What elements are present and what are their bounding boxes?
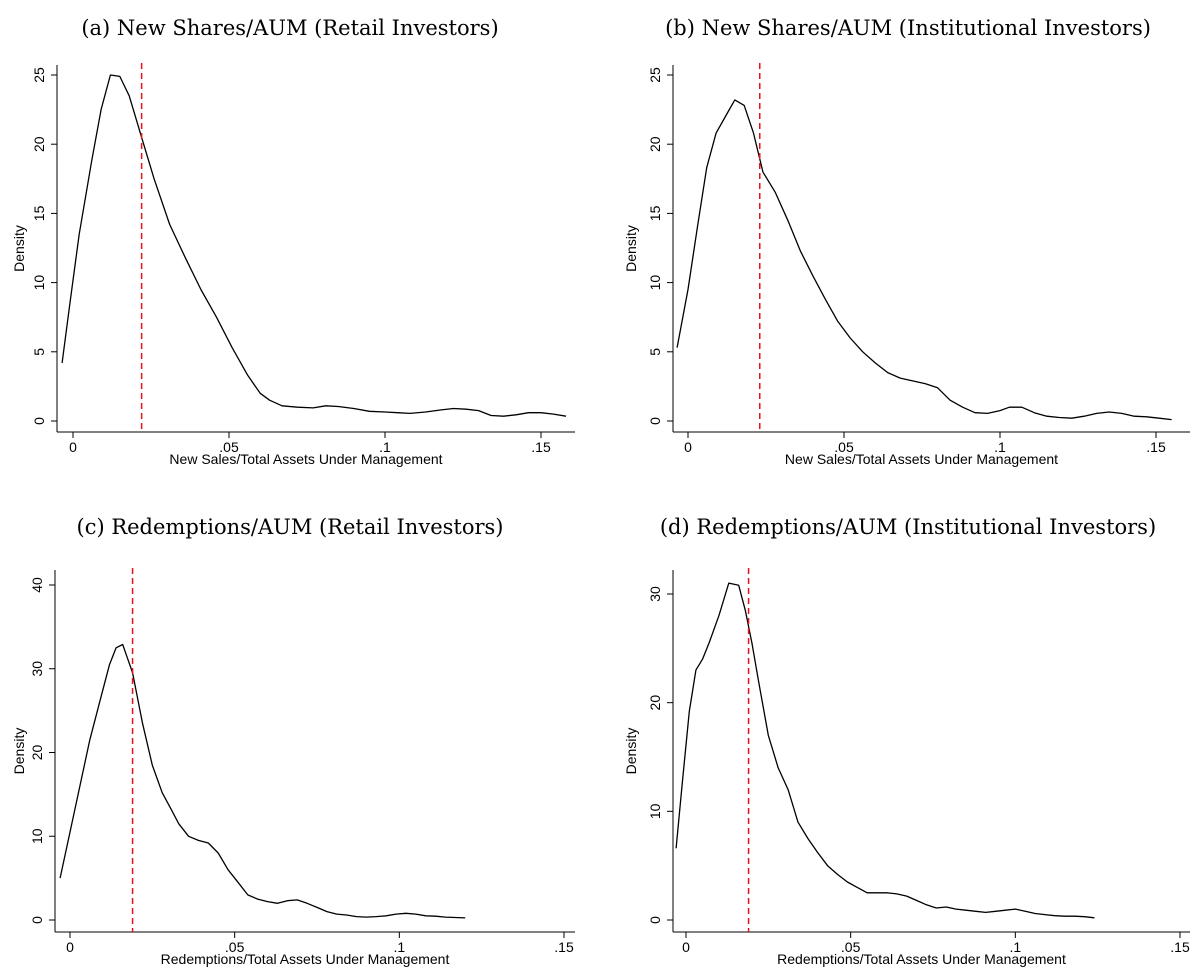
y-axis-label: Density (11, 225, 27, 272)
y-axis-label: Density (623, 225, 639, 272)
x-tick-label: .05 (834, 439, 854, 455)
y-tick-label: 25 (31, 67, 47, 83)
x-tick-label: .1 (393, 939, 405, 955)
chart-panel-3: (d) Redemptions/AUM (Institutional Inves… (623, 515, 1190, 967)
x-tick-label: 0 (682, 939, 690, 955)
x-tick-label: .1 (379, 439, 391, 455)
density-series-line (61, 74, 567, 417)
chart-title: (a) New Shares/AUM (Retail Investors) (81, 16, 498, 40)
y-tick-label: 10 (29, 828, 45, 844)
y-tick-label: 15 (31, 205, 47, 221)
chart-panel-1: (b) New Shares/AUM (Institutional Invest… (623, 16, 1190, 467)
x-axis-label: New Sales/Total Assets Under Management (169, 451, 442, 467)
x-tick-label: .15 (554, 939, 574, 955)
y-tick-label: 30 (647, 586, 663, 602)
y-tick-label: 20 (29, 745, 45, 761)
x-tick-label: .15 (1146, 439, 1166, 455)
y-tick-label: 40 (29, 577, 45, 593)
y-tick-label: 25 (647, 67, 663, 83)
x-tick-label: .15 (531, 439, 551, 455)
y-tick-label: 0 (31, 417, 47, 425)
y-tick-label: 5 (647, 348, 663, 356)
y-tick-label: 20 (31, 136, 47, 152)
y-tick-label: 10 (647, 275, 663, 291)
y-tick-label: 0 (647, 417, 663, 425)
x-axis-label: Redemptions/Total Assets Under Managemen… (161, 951, 450, 967)
y-tick-label: 10 (31, 275, 47, 291)
x-axis-label: Redemptions/Total Assets Under Managemen… (777, 951, 1066, 967)
density-series-line (59, 643, 466, 919)
chart-title: (d) Redemptions/AUM (Institutional Inves… (660, 515, 1156, 539)
y-axis-label: Density (623, 728, 639, 775)
chart-title: (b) New Shares/AUM (Institutional Invest… (665, 16, 1151, 40)
x-tick-label: .05 (225, 939, 245, 955)
density-series-line (675, 582, 1095, 919)
x-tick-label: .1 (1009, 939, 1021, 955)
x-tick-label: .05 (219, 439, 239, 455)
x-tick-label: 0 (684, 439, 692, 455)
y-tick-label: 10 (647, 803, 663, 819)
y-tick-label: 30 (29, 661, 45, 677)
y-tick-label: 5 (31, 348, 47, 356)
y-axis-label: Density (11, 728, 27, 775)
x-tick-label: 0 (66, 939, 74, 955)
x-tick-label: .1 (994, 439, 1006, 455)
y-tick-label: 0 (647, 916, 663, 924)
y-tick-label: 20 (647, 136, 663, 152)
chart-panel-2: (c) Redemptions/AUM (Retail Investors) 0 1… (11, 515, 575, 967)
x-tick-label: 0 (69, 439, 77, 455)
y-tick-label: 20 (647, 695, 663, 711)
y-tick-label: 0 (29, 916, 45, 924)
chart-panel-0: (a) New Shares/AUM (Retail Investors) 0 5 1… (11, 16, 575, 467)
x-axis-label: New Sales/Total Assets Under Management (785, 451, 1058, 467)
density-series-line (676, 99, 1172, 421)
chart-title: (c) Redemptions/AUM (Retail Investors) (77, 515, 504, 539)
x-tick-label: .15 (1170, 939, 1190, 955)
x-tick-label: .05 (841, 939, 861, 955)
y-tick-label: 15 (647, 205, 663, 221)
